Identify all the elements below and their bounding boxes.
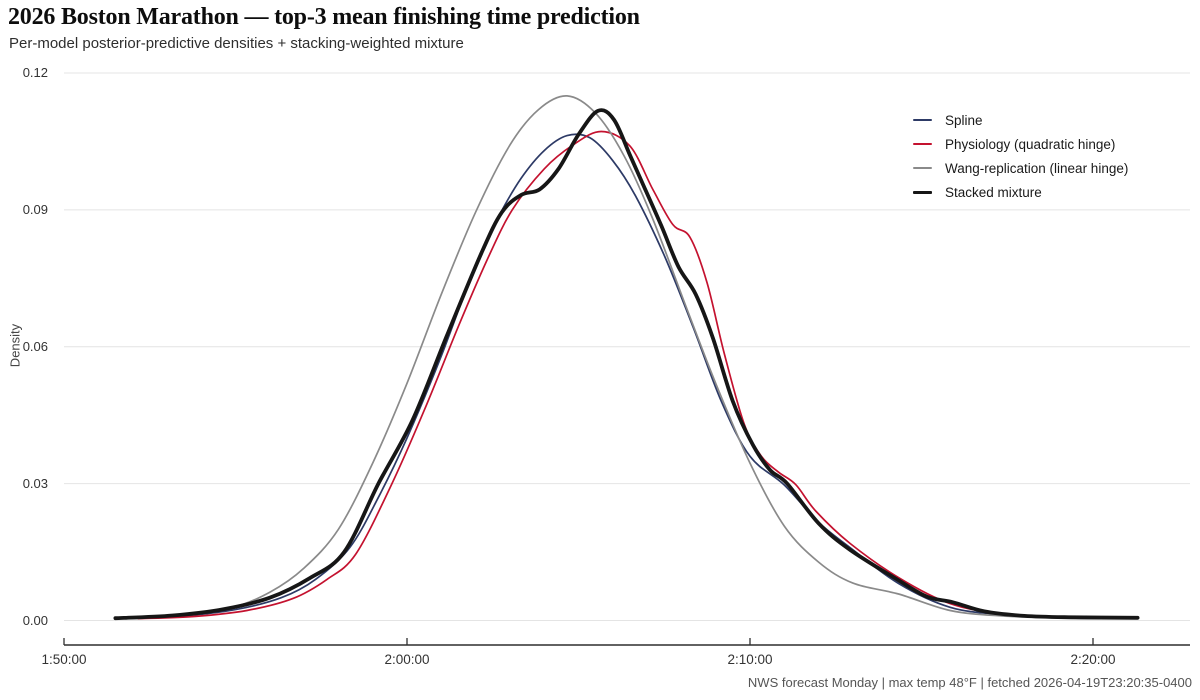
x-tick-label: 2:20:00 xyxy=(1070,652,1116,667)
y-tick-label: 0.06 xyxy=(22,338,48,354)
curve-stacked-mixture xyxy=(113,108,1140,621)
y-tick-label: 0.00 xyxy=(22,612,48,628)
legend-line-swatch-physiology-quadratic-hinge xyxy=(913,143,932,145)
x-tick-label: 1:50:00 xyxy=(41,652,87,667)
legend-label-spline: Spline xyxy=(945,112,983,128)
legend-item-stacked-mixture: Stacked mixture xyxy=(913,180,1128,204)
legend-line-swatch-wang-replication-linear-hinge xyxy=(913,167,932,169)
y-tick-label: 0.09 xyxy=(22,201,48,217)
footer-caption: NWS forecast Monday | max temp 48°F | fe… xyxy=(747,675,1192,690)
y-tick-label: 0.03 xyxy=(22,475,48,491)
legend-line-swatch-spline xyxy=(913,119,932,121)
chart-title: 2026 Boston Marathon — top-3 mean finish… xyxy=(8,4,640,30)
legend-label-physiology-quadratic-hinge: Physiology (quadratic hinge) xyxy=(945,136,1116,152)
legend-label-stacked-mixture: Stacked mixture xyxy=(945,184,1042,200)
legend-line-swatch-stacked-mixture xyxy=(913,190,932,194)
legend-item-spline: Spline xyxy=(913,108,1128,132)
legend: Spline Physiology (quadratic hinge) Wang-r… xyxy=(913,108,1129,204)
x-tick-label: 2:10:00 xyxy=(727,652,773,667)
y-tick-label: 0.12 xyxy=(22,65,48,81)
legend-item-wang-replication-linear-hinge: Wang-replication (linear hinge) xyxy=(913,156,1128,180)
legend-label-wang-replication-linear-hinge: Wang-replication (linear hinge) xyxy=(945,160,1129,176)
x-tick-label: 2:00:00 xyxy=(384,652,430,667)
legend-item-physiology-quadratic-hinge: Physiology (quadratic hinge) xyxy=(913,132,1128,156)
curve-spline xyxy=(120,133,1117,620)
curve-physiology-quadratic-hinge xyxy=(137,130,1117,620)
chart-subtitle: Per-model posterior-predictive densities… xyxy=(9,35,464,52)
